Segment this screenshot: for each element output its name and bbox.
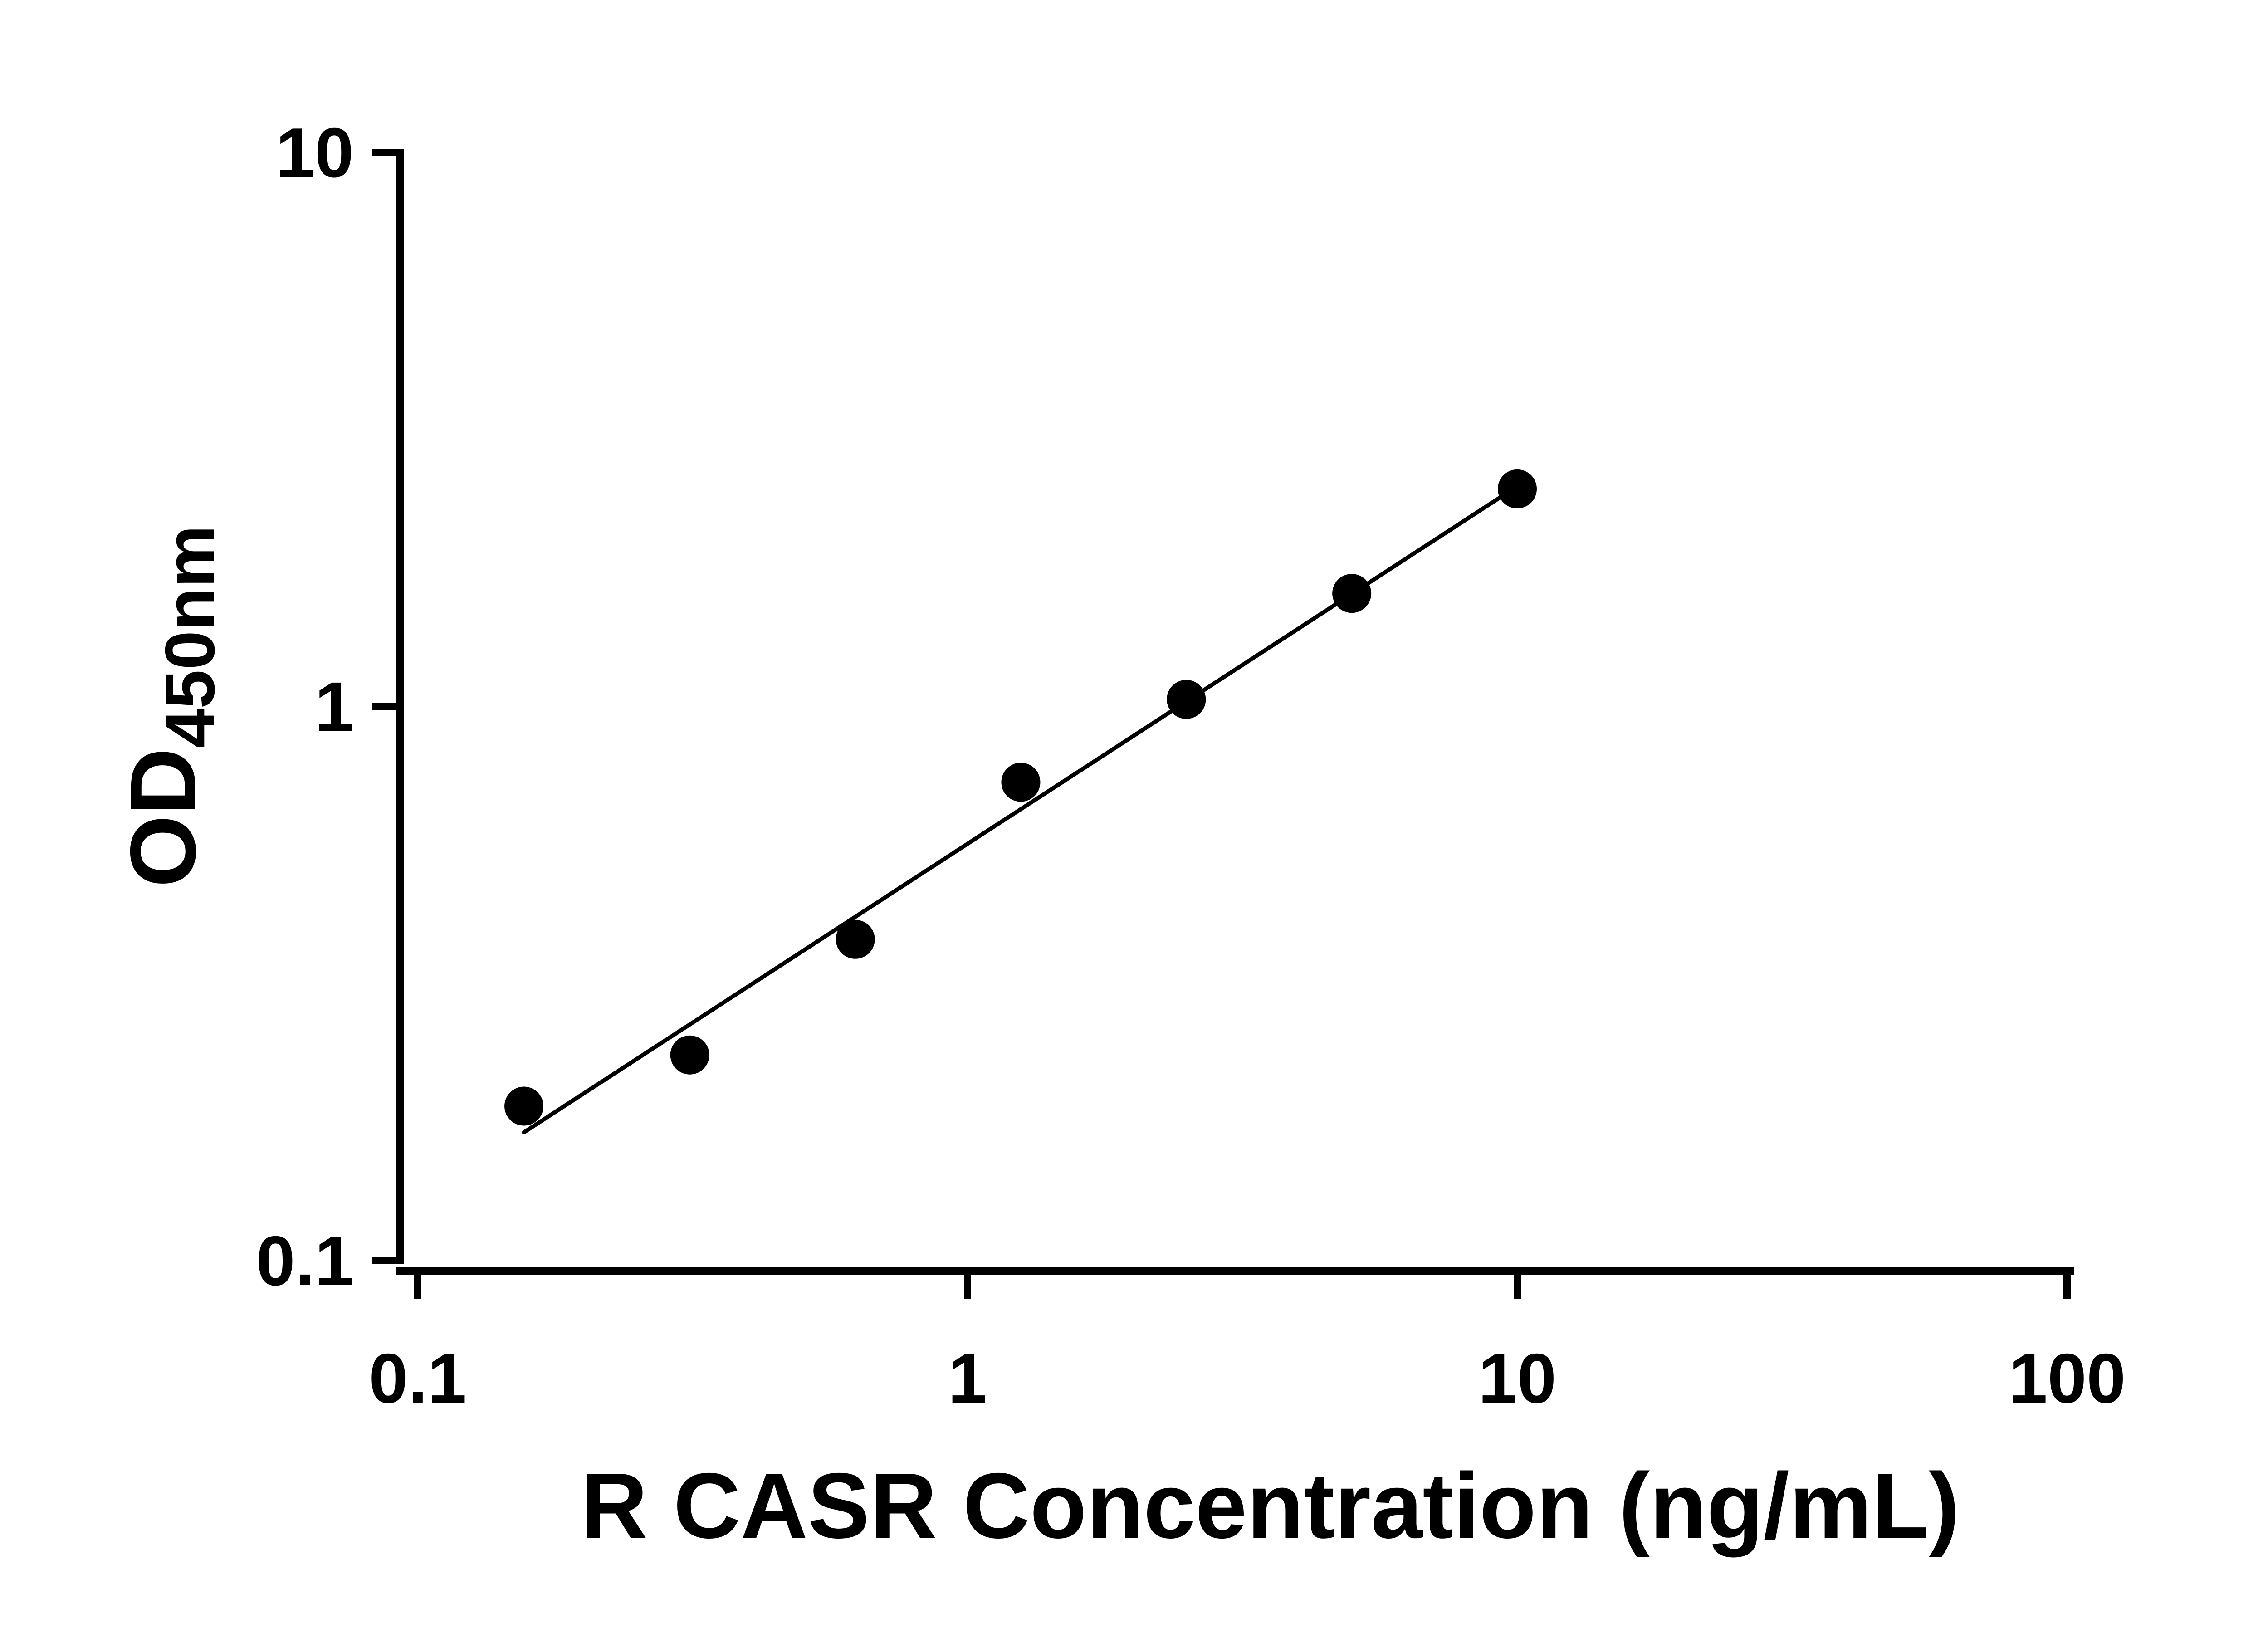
data-point [670,1035,709,1075]
x-axis-title: R CASR Concentration (ng/mL) [581,1454,1960,1558]
y-tick-label: 1 [315,668,354,746]
x-tick-label: 1 [948,1339,987,1418]
data-point [1001,763,1041,802]
x-tick-label: 100 [2009,1339,2126,1418]
x-tick-label: 0.1 [369,1339,466,1418]
y-tick-label: 10 [276,113,354,192]
y-tick-label: 0.1 [256,1222,354,1300]
data-point [504,1086,544,1126]
y-axis-title-main: OD [111,748,215,888]
data-point [1498,469,1537,508]
y-axis-title-sub: 450nm [151,525,229,748]
x-tick-label: 10 [1478,1339,1556,1418]
data-point [1167,680,1206,719]
y-axis-title: OD450nm [111,525,229,888]
data-point [836,919,875,959]
data-layer [504,469,1537,1134]
axes-layer: 0.1 1 10 0.1 1 10 100 [256,113,2126,1418]
data-point [1332,574,1372,613]
